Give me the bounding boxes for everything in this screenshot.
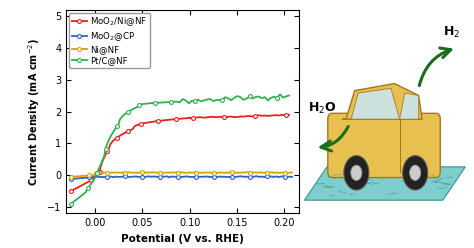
MoO$_2$/Ni@NF xyxy=(68,189,74,192)
Legend: MoO$_2$/Ni@NF, MoO$_2$@CP, Ni@NF, Pt/C@NF: MoO$_2$/Ni@NF, MoO$_2$@CP, Ni@NF, Pt/C@N… xyxy=(69,12,150,68)
Pt/C@NF xyxy=(277,93,283,96)
Pt/C@NF xyxy=(286,94,292,97)
Ni@NF xyxy=(110,171,116,174)
Pt/C@NF xyxy=(114,124,120,127)
MoO$_2$/Ni@NF xyxy=(136,123,141,126)
MoO$_2$/Ni@NF xyxy=(286,113,292,116)
FancyBboxPatch shape xyxy=(328,113,440,178)
Pt/C@NF xyxy=(262,95,268,98)
Polygon shape xyxy=(304,167,465,200)
Ni@NF xyxy=(273,171,279,174)
MoO$_2$@CP xyxy=(273,175,279,178)
Ni@NF xyxy=(68,176,74,179)
MoO$_2$@CP xyxy=(119,175,125,178)
Polygon shape xyxy=(343,84,422,119)
MoO$_2$@CP xyxy=(182,175,188,178)
Pt/C@NF xyxy=(77,196,82,199)
Circle shape xyxy=(351,165,362,181)
Ni@NF xyxy=(280,171,286,174)
Y-axis label: Current Density (mA cm$^{-2}$): Current Density (mA cm$^{-2}$) xyxy=(26,37,42,186)
X-axis label: Potential (V vs. RHE): Potential (V vs. RHE) xyxy=(121,234,244,244)
MoO$_2$/Ni@NF xyxy=(262,114,268,117)
Line: Pt/C@NF: Pt/C@NF xyxy=(69,93,291,206)
Line: Ni@NF: Ni@NF xyxy=(69,170,294,179)
MoO$_2$@CP xyxy=(280,175,286,178)
Pt/C@NF xyxy=(80,193,85,196)
Line: MoO$_2$@CP: MoO$_2$@CP xyxy=(69,174,294,181)
Ni@NF xyxy=(119,171,125,174)
Ni@NF xyxy=(182,171,188,174)
MoO$_2$/Ni@NF xyxy=(276,114,282,117)
Pt/C@NF xyxy=(68,202,74,205)
Line: MoO$_2$/Ni@NF: MoO$_2$/Ni@NF xyxy=(69,113,291,193)
Pt/C@NF xyxy=(228,99,234,102)
MoO$_2$@CP xyxy=(200,175,206,178)
MoO$_2$@CP xyxy=(254,175,259,178)
MoO$_2$/Ni@NF xyxy=(130,127,136,130)
Polygon shape xyxy=(351,88,400,119)
Text: H$_2$O: H$_2$O xyxy=(308,101,337,116)
Ni@NF xyxy=(245,171,250,174)
Polygon shape xyxy=(400,93,419,119)
Ni@NF xyxy=(289,171,295,174)
MoO$_2$/Ni@NF xyxy=(109,141,114,144)
Ni@NF xyxy=(200,171,206,174)
Circle shape xyxy=(344,156,369,190)
MoO$_2$@CP xyxy=(68,178,74,181)
MoO$_2$@CP xyxy=(110,176,116,179)
MoO$_2$@CP xyxy=(289,175,295,178)
Text: H$_2$: H$_2$ xyxy=(443,25,460,40)
Circle shape xyxy=(403,156,428,190)
MoO$_2$/Ni@NF xyxy=(183,117,189,120)
Circle shape xyxy=(410,165,421,181)
Pt/C@NF xyxy=(201,99,207,102)
